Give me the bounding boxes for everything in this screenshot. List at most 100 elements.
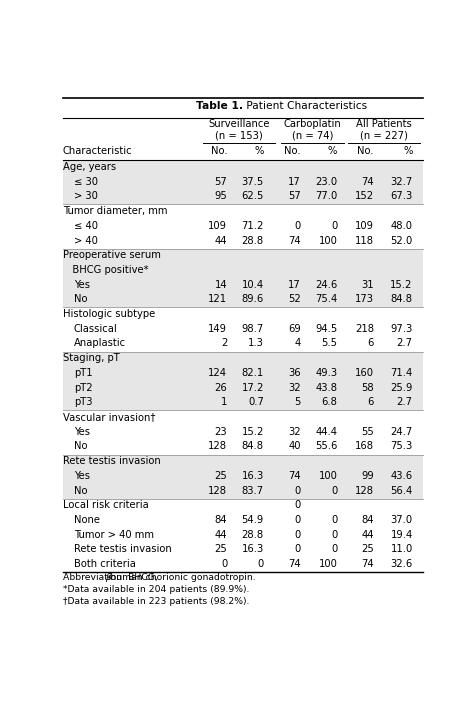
Text: 52: 52: [288, 294, 301, 304]
Text: 24.7: 24.7: [391, 427, 413, 436]
Text: †Data available in 223 patients (98.2%).: †Data available in 223 patients (98.2%).: [63, 597, 249, 606]
Text: None: None: [74, 515, 100, 525]
Text: 37.5: 37.5: [242, 177, 264, 187]
Text: 4: 4: [294, 339, 301, 348]
Text: 0.7: 0.7: [248, 397, 264, 408]
Text: Tumor > 40 mm: Tumor > 40 mm: [74, 530, 154, 540]
Text: 25.9: 25.9: [390, 383, 413, 393]
Text: 75.4: 75.4: [315, 294, 337, 304]
Text: 6.8: 6.8: [321, 397, 337, 408]
Text: 0: 0: [294, 530, 301, 540]
Text: %: %: [403, 146, 413, 156]
Text: 97.3: 97.3: [391, 324, 413, 334]
Text: 1.3: 1.3: [248, 339, 264, 348]
Text: 62.5: 62.5: [241, 191, 264, 201]
Text: 74: 74: [288, 559, 301, 570]
Text: 31: 31: [362, 279, 374, 289]
Text: 69: 69: [288, 324, 301, 334]
Text: Yes: Yes: [74, 279, 90, 289]
Text: 37.0: 37.0: [391, 515, 413, 525]
Text: 74: 74: [288, 236, 301, 246]
Text: 43.6: 43.6: [391, 471, 413, 481]
Text: 109: 109: [208, 221, 227, 231]
Text: No: No: [74, 294, 87, 304]
Text: 0: 0: [331, 486, 337, 496]
Text: Rete testis invasion: Rete testis invasion: [74, 544, 172, 555]
Text: 100: 100: [319, 236, 337, 246]
Text: 89.6: 89.6: [242, 294, 264, 304]
Text: 17: 17: [288, 177, 301, 187]
Text: pT2: pT2: [74, 383, 92, 393]
Text: Age, years: Age, years: [63, 162, 116, 172]
Text: 0: 0: [331, 515, 337, 525]
Text: 74: 74: [362, 559, 374, 570]
Text: 6: 6: [368, 339, 374, 348]
Text: 0: 0: [294, 501, 301, 510]
Text: No.: No.: [357, 146, 374, 156]
Text: 74: 74: [288, 471, 301, 481]
Text: 128: 128: [355, 486, 374, 496]
Text: Preoperative serum: Preoperative serum: [63, 250, 161, 260]
Text: 71.2: 71.2: [241, 221, 264, 231]
Text: 28.8: 28.8: [242, 236, 264, 246]
Text: 100: 100: [319, 471, 337, 481]
Text: 152: 152: [355, 191, 374, 201]
Text: Abbreviation: BHCG,: Abbreviation: BHCG,: [63, 573, 161, 582]
Text: 23: 23: [215, 427, 227, 436]
Text: Tumor diameter, mm: Tumor diameter, mm: [63, 206, 167, 216]
Text: No: No: [74, 486, 87, 496]
Text: 82.1: 82.1: [242, 368, 264, 378]
Text: 19.4: 19.4: [391, 530, 413, 540]
Text: Both criteria: Both criteria: [74, 559, 136, 570]
Text: 0: 0: [221, 559, 227, 570]
Text: β: β: [105, 573, 110, 582]
Text: 32: 32: [288, 383, 301, 393]
Text: 0: 0: [294, 221, 301, 231]
Text: 218: 218: [355, 324, 374, 334]
Text: 75.3: 75.3: [391, 441, 413, 451]
Text: 121: 121: [208, 294, 227, 304]
Text: 0: 0: [294, 544, 301, 555]
Text: 109: 109: [355, 221, 374, 231]
Text: 0: 0: [331, 530, 337, 540]
Text: 54.9: 54.9: [242, 515, 264, 525]
Bar: [63, 249, 423, 308]
Bar: [63, 351, 423, 410]
Text: 16.3: 16.3: [242, 544, 264, 555]
Text: 17: 17: [288, 279, 301, 289]
Text: 118: 118: [355, 236, 374, 246]
Text: 84.8: 84.8: [242, 441, 264, 451]
Text: 32: 32: [288, 427, 301, 436]
Text: 0: 0: [331, 544, 337, 555]
Text: 55.6: 55.6: [315, 441, 337, 451]
Text: 71.4: 71.4: [391, 368, 413, 378]
Text: Local risk criteria: Local risk criteria: [63, 501, 149, 510]
Text: -human chorionic gonadotropin.: -human chorionic gonadotropin.: [107, 573, 255, 582]
Text: Characteristic: Characteristic: [63, 146, 133, 156]
Bar: [63, 455, 423, 498]
Text: Carboplatin
(n = 74): Carboplatin (n = 74): [284, 119, 342, 141]
Text: 84: 84: [362, 515, 374, 525]
Text: 98.7: 98.7: [242, 324, 264, 334]
Text: 84.8: 84.8: [391, 294, 413, 304]
Text: 26: 26: [214, 383, 227, 393]
Text: pT1: pT1: [74, 368, 92, 378]
Text: 173: 173: [355, 294, 374, 304]
Text: All Patients
(n = 227): All Patients (n = 227): [356, 119, 412, 141]
Text: 2: 2: [221, 339, 227, 348]
Text: 44: 44: [215, 530, 227, 540]
Text: 14: 14: [215, 279, 227, 289]
Text: 10.4: 10.4: [242, 279, 264, 289]
Text: 100: 100: [319, 559, 337, 570]
Text: 94.5: 94.5: [315, 324, 337, 334]
Text: 17.2: 17.2: [241, 383, 264, 393]
Text: Classical: Classical: [74, 324, 118, 334]
Text: 149: 149: [208, 324, 227, 334]
Text: 160: 160: [355, 368, 374, 378]
Text: 32.6: 32.6: [391, 559, 413, 570]
Text: 99: 99: [361, 471, 374, 481]
Text: 2.7: 2.7: [397, 397, 413, 408]
Text: 84: 84: [215, 515, 227, 525]
Text: 16.3: 16.3: [242, 471, 264, 481]
Text: 168: 168: [355, 441, 374, 451]
